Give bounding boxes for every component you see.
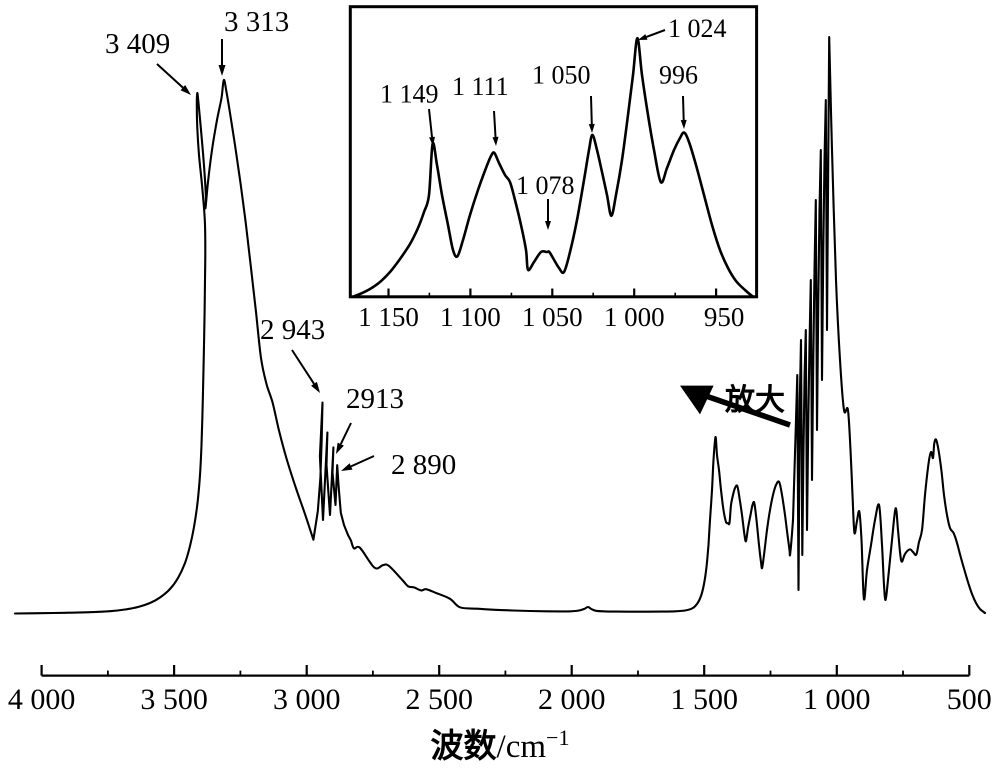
svg-text:1 000: 1 000 (604, 302, 665, 332)
svg-text:1 111: 1 111 (452, 72, 509, 101)
svg-text:1 078: 1 078 (516, 171, 575, 200)
svg-text:1 000: 1 000 (803, 683, 871, 716)
svg-text:3 313: 3 313 (224, 6, 289, 38)
svg-text:1 100: 1 100 (440, 302, 501, 332)
svg-text:2 943: 2 943 (260, 314, 325, 346)
svg-text:3 000: 3 000 (273, 683, 341, 716)
svg-text:2 000: 2 000 (538, 683, 606, 716)
svg-text:1 500: 1 500 (670, 683, 738, 716)
svg-text:3 500: 3 500 (140, 683, 208, 716)
svg-text:放大: 放大 (724, 384, 785, 417)
svg-text:2913: 2913 (346, 383, 404, 415)
svg-text:2 890: 2 890 (391, 449, 456, 481)
svg-text:950: 950 (704, 302, 745, 332)
svg-text:996: 996 (659, 61, 698, 90)
svg-text:4 000: 4 000 (8, 683, 76, 716)
svg-text:1 024: 1 024 (668, 14, 727, 43)
svg-text:2 500: 2 500 (405, 683, 473, 716)
svg-text:1 050: 1 050 (522, 302, 583, 332)
svg-text:1 050: 1 050 (532, 61, 591, 90)
svg-text:1 150: 1 150 (358, 302, 419, 332)
svg-text:3 409: 3 409 (105, 28, 170, 60)
svg-text:波数/cm−1: 波数/cm−1 (431, 725, 570, 765)
svg-text:500: 500 (947, 683, 992, 716)
svg-text:1 149: 1 149 (380, 80, 439, 109)
